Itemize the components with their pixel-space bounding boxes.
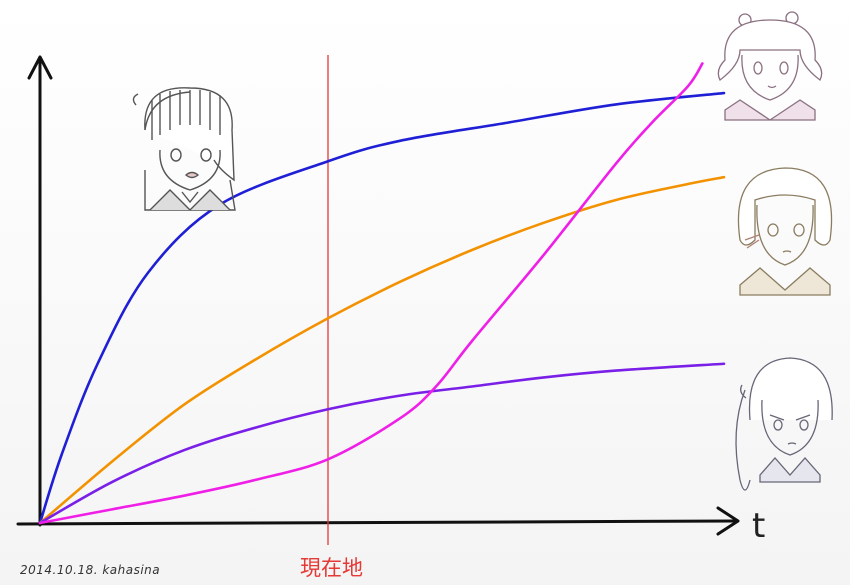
series-line-4 — [38, 62, 704, 525]
current-position-label: 現在地 — [300, 556, 363, 580]
x-axis-label: t — [752, 506, 766, 546]
series-layer — [38, 62, 726, 525]
axes — [16, 55, 740, 536]
chibi-face-twintail-icon — [717, 11, 823, 121]
series-line-3 — [38, 362, 726, 525]
chibi-face-bob-hair-icon — [737, 167, 833, 296]
x-axis — [16, 519, 737, 526]
x-axis-arrowhead — [716, 506, 740, 536]
chibi-face-sidetail-icon — [735, 357, 833, 491]
series-line-1 — [38, 91, 726, 525]
artist-signature: 2014.10.18. kahasina — [20, 563, 161, 577]
series-line-2 — [38, 175, 726, 525]
y-axis-arrowhead — [27, 55, 53, 80]
chibi-face-boy-icon — [132, 87, 236, 211]
